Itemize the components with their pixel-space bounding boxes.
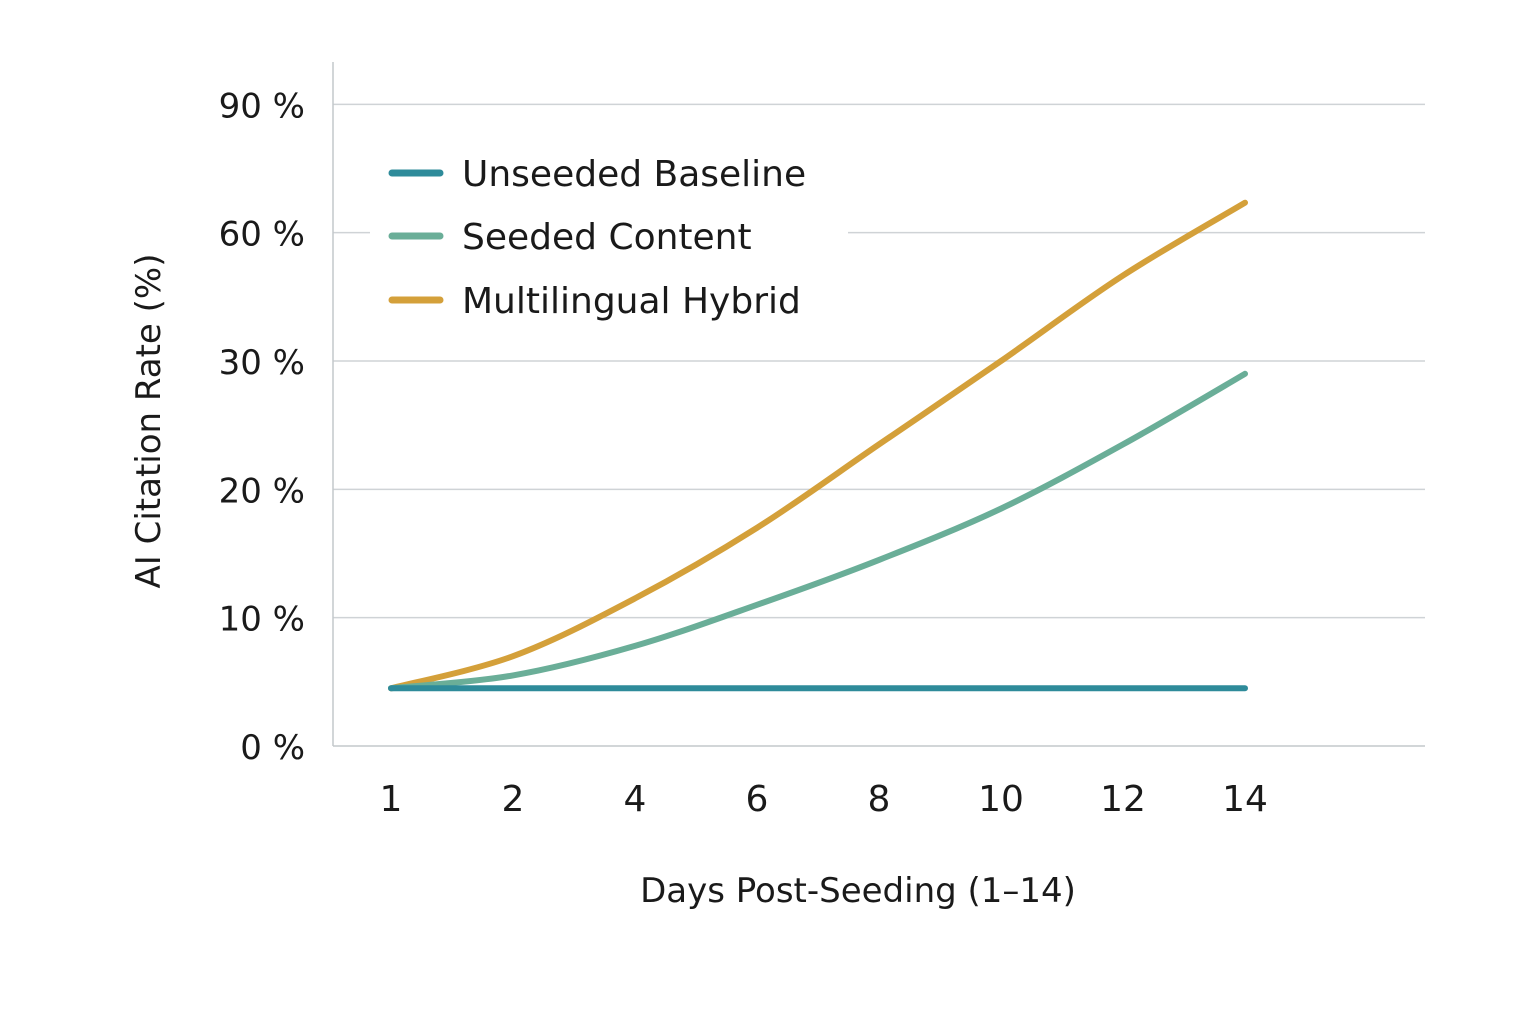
y-tick-label: 30 % [219,343,305,383]
y-tick-label: 10 % [219,600,305,640]
x-tick-label: 4 [624,779,647,820]
series-line-multilingual-hybrid [388,199,1248,692]
x-tick-label: 6 [746,779,769,820]
x-tick-label: 10 [978,779,1024,820]
series-lines [388,199,1248,692]
y-tick-label: 20 % [219,471,305,511]
x-tick-label: 2 [502,779,525,820]
legend-label-unseeded-baseline: Unseeded Baseline [462,154,806,195]
series-line-seeded-content [388,370,1248,692]
y-tick-label: 60 % [219,215,305,255]
legend: Unseeded Baseline Seeded Content Multili… [370,150,848,326]
y-tick-label: 90 % [219,86,305,126]
y-axis-title: AI Citation Rate (%) [129,254,169,589]
x-tick-label: 8 [868,779,891,820]
legend-label-seeded-content: Seeded Content [462,217,752,258]
y-tick-label: 0 % [240,728,305,768]
legend-label-multilingual-hybrid: Multilingual Hybrid [462,281,801,322]
x-tick-label: 14 [1222,779,1268,820]
x-tick-labels: 1 2 4 6 8 10 12 14 [380,779,1268,820]
x-axis-title: Days Post-Seeding (1–14) [640,871,1076,911]
legend-background [370,150,848,326]
x-tick-label: 1 [380,779,403,820]
x-tick-label: 12 [1100,779,1146,820]
y-tick-labels: 0 % 10 % 20 % 30 % 60 % 90 % [219,86,305,768]
